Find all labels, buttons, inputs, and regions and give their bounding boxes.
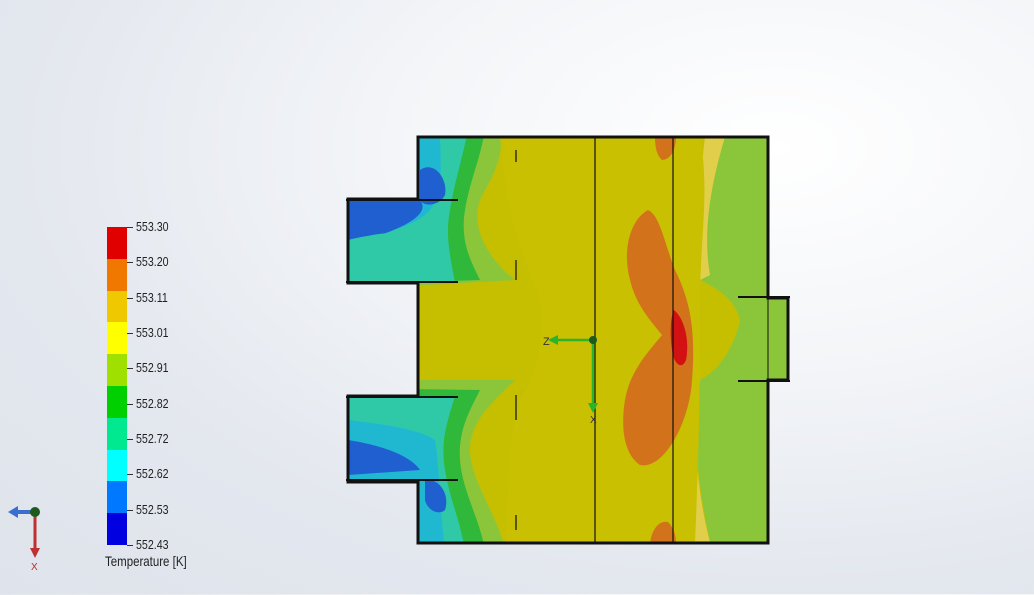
legend-tick-label: 552.53: [136, 501, 169, 517]
legend-tick-label: 552.91: [136, 360, 169, 376]
legend-color-band: [107, 417, 127, 451]
legend-color-band: [107, 354, 127, 387]
legend-tick-label: 553.20: [136, 254, 169, 270]
legend-color-band: [107, 449, 127, 482]
legend-tick-label: 552.43: [136, 537, 169, 552]
contour-bottom-orange: [650, 521, 676, 543]
contour-top-orange: [655, 137, 676, 160]
legend-tick-label: 553.01: [136, 325, 169, 340]
legend-color-band: [107, 227, 127, 260]
legend-color-band: [107, 322, 127, 355]
contour-upper-corner-blue: [420, 167, 446, 205]
legend-color-band: [107, 481, 127, 514]
center-coordinate-triad: [548, 335, 598, 413]
legend-color-band: [107, 258, 127, 292]
triad-z-label: Z: [543, 336, 550, 348]
temperature-legend: 553.30 553.20 553.11 553.01 552.91 552.82 552.…: [105, 219, 225, 595]
legend-tick: [127, 227, 133, 228]
contour-center-orange: [623, 210, 694, 466]
legend-tick: [127, 333, 133, 334]
corner-triad-x-label: X: [31, 562, 38, 573]
legend-tick: [127, 545, 133, 546]
contour-lower-inlet-blue: [348, 440, 420, 475]
legend-color-bar: [107, 227, 127, 546]
legend-tick: [127, 509, 133, 511]
contour-upper-inlet-aqua: [348, 231, 450, 283]
legend-tick-label: 552.72: [136, 431, 169, 446]
legend-color-band: [107, 290, 127, 323]
legend-tick: [127, 368, 133, 370]
legend-title: Temperature [K]: [105, 553, 187, 569]
contour-upper-inlet-blue: [348, 200, 423, 248]
legend-tick-label: 552.62: [136, 466, 169, 482]
triad-x-label: X: [590, 415, 597, 426]
legend-color-band: [107, 513, 127, 546]
contour-hot-red: [670, 310, 688, 366]
legend-tick: [127, 262, 133, 264]
corner-coordinate-triad: X: [8, 506, 40, 573]
legend-tick: [127, 474, 133, 476]
contour-right-yellow-strip: [697, 137, 725, 280]
contour-lower-corner-blue: [425, 479, 447, 513]
legend-tick-label: 553.30: [136, 219, 169, 234]
legend-color-band: [107, 386, 127, 419]
legend-tick-label: 553.11: [136, 289, 168, 305]
legend-tick: [127, 439, 133, 440]
legend-tick: [127, 297, 133, 299]
legend-tick-label: 552.82: [136, 395, 169, 411]
legend-tick: [127, 403, 133, 405]
